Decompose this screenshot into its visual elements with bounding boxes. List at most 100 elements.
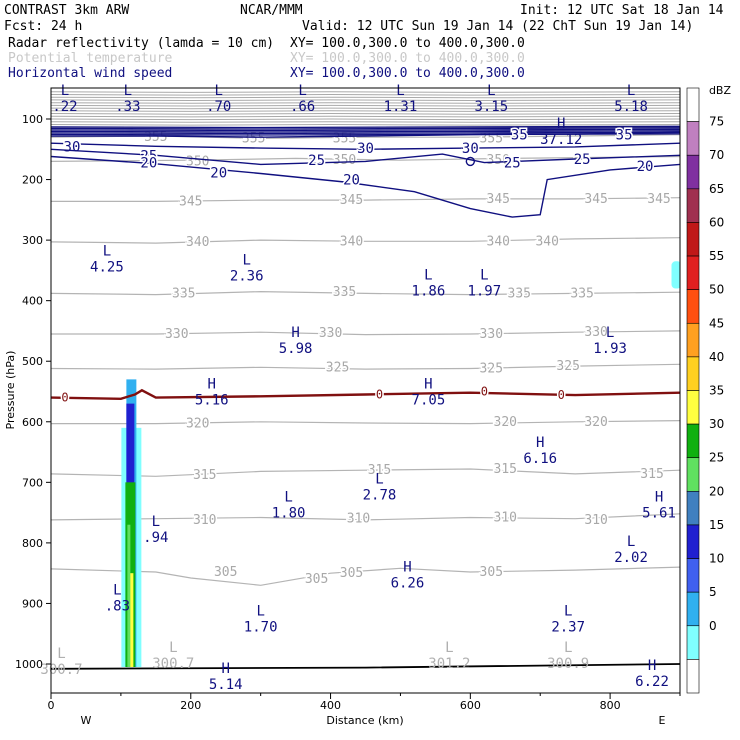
extremum-letter: L xyxy=(169,640,177,656)
zero-label: 0 xyxy=(558,388,565,402)
extremum-value: .22 xyxy=(52,99,77,115)
legend-field-wind: Horizontal wind speed xyxy=(8,66,172,81)
extremum-letter: L xyxy=(215,83,223,99)
x-axis-label: Distance (km) xyxy=(326,714,403,727)
theta-label: 325 xyxy=(480,361,503,376)
theta-label: 345 xyxy=(179,194,202,209)
theta-band-line xyxy=(51,99,680,102)
colorbar-swatch xyxy=(686,121,700,156)
theta-band-line xyxy=(51,112,680,115)
zero-label: 0 xyxy=(61,391,68,405)
theta-band-line xyxy=(51,104,680,107)
extremum-value: .83 xyxy=(105,598,130,614)
theta-band-line xyxy=(51,123,680,126)
theta-line xyxy=(51,566,680,586)
y-tick-label: 100 xyxy=(22,113,43,126)
colorbar-level-label: 40 xyxy=(709,350,724,364)
x-tick-label: 0 xyxy=(48,699,55,712)
x-tick-label: 200 xyxy=(180,699,201,712)
x-tick-label: 800 xyxy=(600,699,621,712)
theta-band-line xyxy=(51,93,680,96)
wind-jet-core-line xyxy=(51,125,680,129)
extremum-letter: L xyxy=(627,83,635,99)
colorbar-swatch xyxy=(686,423,700,459)
wind-label: 20 xyxy=(343,173,360,189)
theta-line xyxy=(51,468,680,477)
colorbar-swatch xyxy=(686,255,700,290)
upper-theta-band xyxy=(51,91,680,129)
y-tick-label: 1000 xyxy=(15,658,43,671)
wind-jet-core-line xyxy=(51,130,680,133)
theta-label: 330 xyxy=(584,325,607,340)
extremum-value: 301.2 xyxy=(428,656,470,672)
theta-band-line xyxy=(51,107,680,110)
theta-label: 315 xyxy=(193,468,216,483)
legend-xy-theta: XY= 100.0,300.0 to 400.0,300.0 xyxy=(290,51,525,66)
wind-jet-core-line xyxy=(51,127,680,130)
extremum-letter: L xyxy=(375,472,383,488)
extremum-letter: H xyxy=(208,376,216,392)
colorbar-swatch xyxy=(686,87,700,122)
extremum-letter: H xyxy=(291,325,299,341)
theta-line xyxy=(51,155,680,162)
wind-line xyxy=(51,142,680,151)
extremum-letter: L xyxy=(113,582,121,598)
theta-label: 335 xyxy=(508,286,531,301)
extremum-letter: H xyxy=(222,661,230,677)
colorbar-swatch xyxy=(686,558,700,593)
extremum-letter: L xyxy=(627,534,635,550)
wind-label: 20 xyxy=(140,156,157,172)
extremum-value: 4.25 xyxy=(90,259,124,275)
model-title: CONTRAST 3km ARW xyxy=(4,3,129,18)
colorbar-title: dBZ xyxy=(709,84,732,97)
colorbar-swatch xyxy=(686,625,700,660)
wind-label: 35 xyxy=(616,128,633,144)
wind-label: 35 xyxy=(511,128,528,144)
theta-label: 355 xyxy=(480,131,503,146)
theta-label: 330 xyxy=(165,327,188,342)
extremum-letter: L xyxy=(564,604,572,620)
theta-label: 345 xyxy=(340,193,363,208)
theta-line xyxy=(51,237,680,244)
theta-label: 345 xyxy=(487,192,510,207)
colorbar-level-label: 50 xyxy=(709,283,724,297)
colorbar-swatch xyxy=(686,222,700,257)
colorbar-swatch xyxy=(686,524,700,559)
legend-xy-wind: XY= 100.0,300.0 to 400.0,300.0 xyxy=(290,66,525,81)
colorbar-level-label: 55 xyxy=(709,249,724,263)
extremum-letter: L xyxy=(242,252,250,268)
reflectivity-35dbz xyxy=(129,573,134,668)
legend-field-theta: Potential temperature xyxy=(8,51,173,66)
extremum-letter: L xyxy=(445,640,453,656)
y-tick-label: 600 xyxy=(22,416,43,429)
theta-label: 320 xyxy=(584,415,607,430)
wind-line xyxy=(51,131,680,138)
extremum-letter: H xyxy=(655,490,663,506)
extremum-letter: L xyxy=(124,83,132,99)
theta-label: 325 xyxy=(326,360,349,375)
extremum-letter: L xyxy=(298,83,306,99)
colorbar-swatch xyxy=(686,390,700,425)
theta-band-line xyxy=(51,91,680,93)
colorbar-level-label: 5 xyxy=(709,585,717,599)
colorbar-level-label: 30 xyxy=(709,417,724,431)
theta-line xyxy=(51,197,680,202)
theta-line xyxy=(51,363,680,370)
zero-label: 0 xyxy=(481,385,488,399)
colorbar-swatch xyxy=(686,289,700,324)
extremum-value: 1.31 xyxy=(384,99,418,115)
wind-label: 30 xyxy=(64,139,81,155)
theta-band-line xyxy=(51,102,680,104)
theta-label: 345 xyxy=(584,192,607,207)
colorbar-swatch xyxy=(686,491,700,526)
colorbar-swatch xyxy=(686,188,700,223)
wind-small-ring xyxy=(465,156,476,167)
theta-line xyxy=(51,290,680,296)
colorbar-swatch xyxy=(686,659,700,694)
theta-band-line xyxy=(51,96,680,99)
theta-band-line xyxy=(51,118,680,121)
y-tick-label: 200 xyxy=(22,174,43,187)
y-tick-label: 400 xyxy=(22,295,43,308)
